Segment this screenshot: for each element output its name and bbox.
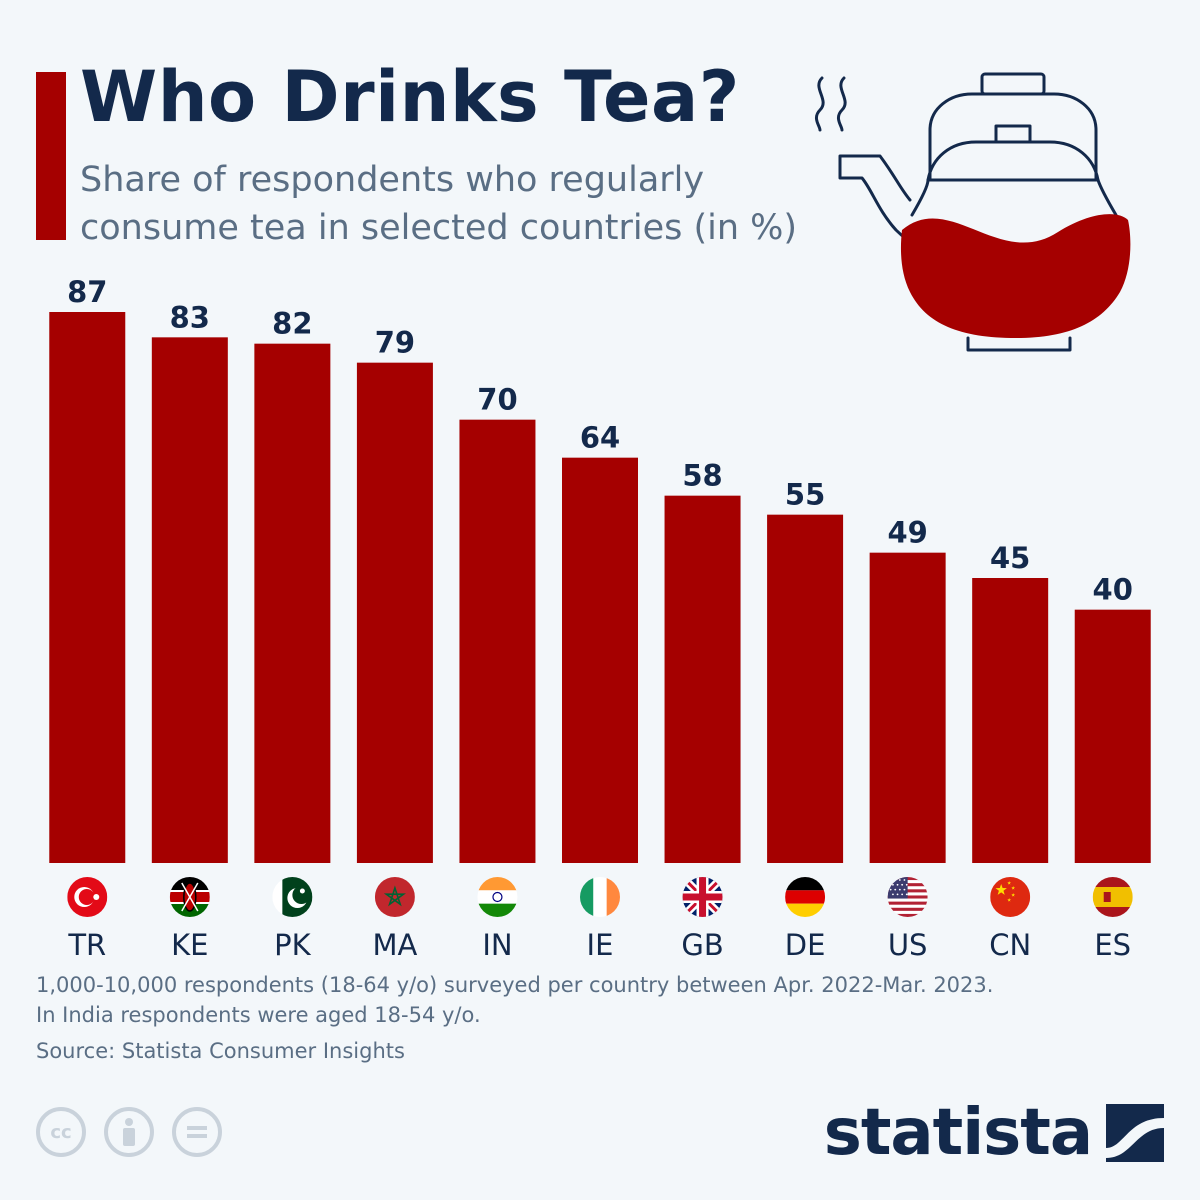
value-label-pk: 82 — [272, 307, 312, 341]
cc-icon[interactable]: cc — [36, 1107, 86, 1157]
logo-text: statista — [823, 1096, 1093, 1170]
value-label-in: 70 — [477, 383, 517, 417]
footnote: 1,000-10,000 respondents (18-64 y/o) sur… — [36, 970, 1156, 1030]
teapot-icon — [814, 72, 1131, 352]
category-label-pk: PK — [274, 928, 311, 962]
category-label-ie: IE — [587, 928, 614, 962]
usa-flag-icon — [887, 877, 928, 917]
category-label-gb: GB — [681, 928, 723, 962]
kenya-flag-icon — [169, 877, 210, 917]
bar-us — [869, 552, 946, 863]
bar-tr — [49, 312, 126, 863]
bar-de — [767, 514, 844, 863]
statista-logo-icon — [1106, 1104, 1164, 1162]
category-label-us: US — [888, 928, 928, 962]
bar-chart: 87 TR 83 KE 82 PK 79 MA 70 IN 64 IE 58 GB 55 DE 49 US 45 CN… — [49, 275, 1151, 962]
value-label-es: 40 — [1093, 573, 1133, 607]
title-accent-bar — [36, 72, 66, 240]
ireland-flag-icon — [580, 877, 620, 917]
statista-logo[interactable]: statista — [824, 1098, 1164, 1168]
value-label-tr: 87 — [67, 275, 107, 309]
chart-title: Who Drinks Tea? — [80, 56, 740, 138]
uk-flag-icon — [682, 877, 723, 917]
category-label-cn: CN — [989, 928, 1031, 962]
bar-in — [459, 419, 536, 863]
category-label-tr: TR — [67, 928, 106, 962]
category-label-de: DE — [785, 928, 826, 962]
value-label-ie: 64 — [580, 421, 620, 455]
category-label-ma: MA — [372, 928, 417, 962]
source-note: Source: Statista Consumer Insights — [36, 1039, 405, 1063]
bar-gb — [664, 495, 741, 863]
bar-es — [1074, 609, 1151, 863]
turkey-flag-icon — [67, 877, 108, 917]
pakistan-flag-icon — [272, 877, 313, 917]
category-label-es: ES — [1094, 928, 1131, 962]
value-label-ke: 83 — [170, 300, 210, 334]
footnote-line-2: In India respondents were aged 18-54 y/o… — [36, 1003, 481, 1027]
bar-ie — [562, 457, 638, 863]
india-flag-icon — [477, 877, 518, 917]
germany-flag-icon — [785, 877, 826, 917]
bar-pk — [254, 343, 331, 864]
spain-flag-icon — [1092, 877, 1133, 917]
footnote-line-1: 1,000-10,000 respondents (18-64 y/o) sur… — [36, 973, 994, 997]
value-label-gb: 58 — [682, 459, 722, 493]
license-icons: cc — [36, 1107, 222, 1157]
bar-ma — [356, 362, 433, 863]
bar-cn — [972, 578, 1049, 863]
bar-ke — [151, 337, 228, 863]
morocco-flag-icon — [374, 877, 415, 917]
no-derivatives-icon[interactable] — [172, 1107, 222, 1157]
value-label-de: 55 — [785, 478, 825, 512]
category-label-in: IN — [482, 928, 512, 962]
category-label-ke: KE — [171, 928, 208, 962]
chart-subtitle: Share of respondents who regularly consu… — [80, 160, 798, 248]
value-label-us: 49 — [887, 516, 927, 550]
value-label-ma: 79 — [375, 326, 415, 360]
attribution-icon[interactable] — [104, 1107, 154, 1157]
china-flag-icon — [990, 877, 1031, 917]
value-label-cn: 45 — [990, 541, 1030, 575]
